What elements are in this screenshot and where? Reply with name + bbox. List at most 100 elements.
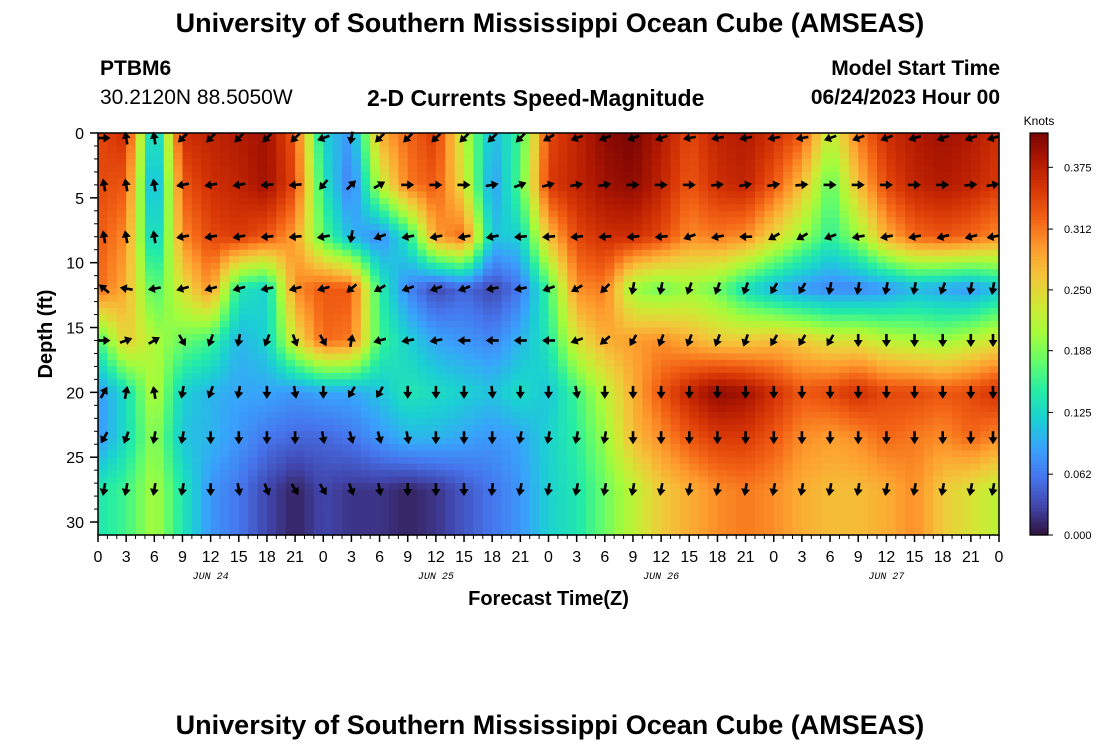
heatmap-cell xyxy=(586,308,597,316)
heatmap-cell xyxy=(895,178,906,186)
heatmap-cell xyxy=(867,133,878,141)
heatmap-cell xyxy=(482,463,493,471)
heatmap-cell xyxy=(342,359,353,368)
heatmap-cell xyxy=(388,366,399,374)
heatmap-cell xyxy=(839,152,850,160)
heatmap-cell xyxy=(501,282,512,290)
heatmap-cell xyxy=(661,457,672,465)
heatmap-cell xyxy=(285,346,296,355)
heatmap-cell xyxy=(191,457,202,465)
heatmap-cell xyxy=(867,346,878,355)
heatmap-cell xyxy=(473,171,484,179)
heatmap-cell xyxy=(970,392,981,400)
heatmap-cell xyxy=(388,301,399,309)
heatmap-cell xyxy=(989,450,1000,458)
heatmap-cell xyxy=(820,385,831,393)
heatmap-cell xyxy=(717,301,728,309)
heatmap-cell xyxy=(801,340,812,348)
heatmap-cell xyxy=(210,457,221,465)
heatmap-cell xyxy=(848,398,859,406)
heatmap-cell xyxy=(360,210,371,218)
heatmap-cell xyxy=(342,282,353,290)
heatmap-cell xyxy=(764,152,775,160)
heatmap-cell xyxy=(783,314,794,322)
heatmap-cell xyxy=(248,424,259,432)
heatmap-cell xyxy=(454,424,465,432)
heatmap-cell xyxy=(698,437,709,445)
heatmap-cell xyxy=(529,405,540,413)
heatmap-cell xyxy=(783,301,794,309)
heatmap-cell xyxy=(473,191,484,199)
heatmap-cell xyxy=(492,249,503,257)
heatmap-cell xyxy=(614,334,625,342)
heatmap-cell xyxy=(839,392,850,400)
heatmap-cell xyxy=(811,321,822,329)
heatmap-cell xyxy=(201,353,212,361)
heatmap-cell xyxy=(220,223,230,231)
heatmap-cell xyxy=(407,178,418,186)
heatmap-cell xyxy=(830,152,841,160)
heatmap-cell xyxy=(388,437,399,445)
heatmap-cell xyxy=(689,437,700,445)
heatmap-cell xyxy=(417,178,428,186)
heatmap-cell xyxy=(266,217,277,225)
heatmap-cell xyxy=(952,210,963,218)
heatmap-cell xyxy=(886,197,897,205)
heatmap-cell xyxy=(454,145,465,154)
heatmap-cell xyxy=(830,372,841,380)
heatmap-cell xyxy=(689,418,700,426)
heatmap-cell xyxy=(745,178,756,186)
heatmap-cell xyxy=(942,197,953,205)
heatmap-cell xyxy=(689,243,700,251)
heatmap-cell xyxy=(717,223,728,231)
heatmap-cell xyxy=(323,243,334,251)
heatmap-cell xyxy=(604,275,615,283)
heatmap-cell xyxy=(229,359,240,368)
heatmap-cell xyxy=(933,314,944,322)
heatmap-cell xyxy=(698,184,709,192)
heatmap-cell xyxy=(886,230,897,238)
heatmap-cell xyxy=(144,437,155,445)
heatmap-cell xyxy=(370,450,381,458)
heatmap-cell xyxy=(313,171,324,179)
heatmap-cell xyxy=(426,308,437,316)
heatmap-cell xyxy=(323,256,334,264)
heatmap-cell xyxy=(783,327,794,335)
heatmap-cell xyxy=(332,158,343,167)
heatmap-cell xyxy=(595,178,606,186)
heatmap-cell xyxy=(895,366,906,374)
heatmap-cell xyxy=(435,133,446,141)
heatmap-cell xyxy=(107,269,118,277)
heatmap-cell xyxy=(895,275,906,283)
heatmap-cell xyxy=(144,171,155,179)
heatmap-cell xyxy=(135,392,146,400)
heatmap-cell xyxy=(342,243,353,251)
heatmap-cell xyxy=(792,152,803,160)
heatmap-cell xyxy=(679,184,690,192)
heatmap-cell xyxy=(830,295,841,303)
heatmap-cell xyxy=(295,243,306,251)
heatmap-cell xyxy=(905,191,916,199)
heatmap-cell xyxy=(248,450,259,458)
heatmap-cell xyxy=(98,262,108,270)
heatmap-cell xyxy=(116,184,127,192)
heatmap-cell xyxy=(670,314,681,322)
heatmap-cell xyxy=(961,314,972,322)
heatmap-cell xyxy=(651,392,662,400)
heatmap-cell xyxy=(567,204,578,212)
heatmap-cell xyxy=(332,178,343,186)
heatmap-cell xyxy=(220,171,230,179)
heatmap-cell xyxy=(698,230,709,238)
heatmap-cell xyxy=(116,191,127,199)
heatmap-cell xyxy=(501,366,512,374)
heatmap-cell xyxy=(229,437,240,445)
heatmap-cell xyxy=(961,359,972,368)
heatmap-cell xyxy=(201,158,212,167)
heatmap-cell xyxy=(398,282,409,290)
heatmap-cell xyxy=(736,366,747,374)
heatmap-cell xyxy=(539,385,550,393)
heatmap-cell xyxy=(651,450,662,458)
heatmap-cell xyxy=(952,197,963,205)
heatmap-cell xyxy=(773,392,784,400)
heatmap-cell xyxy=(229,431,240,439)
